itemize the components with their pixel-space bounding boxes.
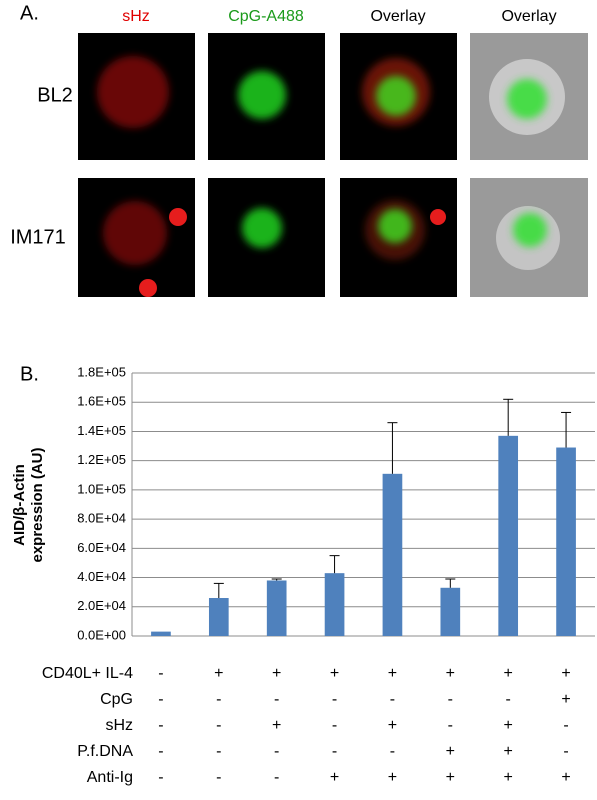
condition-value: - bbox=[274, 769, 279, 786]
condition-value: + bbox=[504, 743, 513, 760]
y-tick-label: 6.0E+04 bbox=[77, 540, 126, 555]
y-axis-title: AID/β-Actin expression (AU) bbox=[11, 447, 46, 562]
image-detail bbox=[378, 209, 412, 243]
condition-value: + bbox=[446, 665, 455, 682]
condition-value: - bbox=[158, 691, 163, 708]
condition-label: P.f.DNA bbox=[77, 743, 133, 760]
condition-value: - bbox=[332, 743, 337, 760]
condition-value: - bbox=[390, 691, 395, 708]
bar bbox=[382, 473, 403, 636]
error-bar bbox=[271, 578, 282, 581]
y-tick-label: 1.0E+05 bbox=[77, 481, 126, 496]
condition-label: CD40L+ IL-4 bbox=[42, 665, 133, 682]
image-detail bbox=[513, 213, 547, 247]
condition-value: - bbox=[448, 717, 453, 734]
condition-value: + bbox=[214, 665, 223, 682]
row-label: IM171 bbox=[10, 226, 66, 248]
condition-value: + bbox=[388, 717, 397, 734]
y-axis-title-line: expression (AU) bbox=[29, 447, 46, 562]
condition-value: - bbox=[563, 717, 568, 734]
error-bar bbox=[445, 578, 456, 588]
condition-value: - bbox=[158, 769, 163, 786]
condition-value: - bbox=[158, 743, 163, 760]
panel-label: A. bbox=[20, 2, 39, 24]
bar bbox=[266, 580, 287, 636]
condition-value: - bbox=[332, 691, 337, 708]
image-detail bbox=[507, 79, 547, 119]
y-tick-label: 0.0E+00 bbox=[77, 627, 126, 642]
error-bar bbox=[503, 398, 514, 436]
condition-label: sHz bbox=[105, 717, 133, 734]
condition-value: + bbox=[504, 665, 513, 682]
condition-value: - bbox=[216, 769, 221, 786]
image-detail bbox=[169, 208, 187, 226]
image-detail bbox=[376, 76, 416, 116]
bar bbox=[440, 587, 461, 636]
error-bar bbox=[561, 411, 572, 448]
micrographs bbox=[78, 33, 588, 297]
condition-value: - bbox=[332, 717, 337, 734]
image-detail bbox=[242, 208, 282, 248]
condition-value: - bbox=[158, 665, 163, 682]
y-tick-label: 2.0E+04 bbox=[77, 598, 126, 613]
condition-value: - bbox=[216, 743, 221, 760]
condition-value: + bbox=[330, 769, 339, 786]
image-detail bbox=[103, 201, 167, 265]
y-axis-title-line: AID/β-Actin bbox=[11, 464, 28, 546]
condition-value: + bbox=[388, 769, 397, 786]
condition-value: - bbox=[563, 743, 568, 760]
column-header: CpG-A488 bbox=[228, 8, 304, 25]
condition-value: - bbox=[390, 743, 395, 760]
condition-value: - bbox=[216, 717, 221, 734]
condition-value: + bbox=[561, 769, 570, 786]
condition-value: + bbox=[504, 769, 513, 786]
condition-value: + bbox=[388, 665, 397, 682]
error-bar bbox=[329, 555, 340, 574]
condition-value: - bbox=[274, 691, 279, 708]
y-tick-label: 1.6E+05 bbox=[77, 394, 126, 409]
condition-value: - bbox=[506, 691, 511, 708]
condition-value: + bbox=[561, 665, 570, 682]
y-tick-label: 1.2E+05 bbox=[77, 452, 126, 467]
condition-value: - bbox=[274, 743, 279, 760]
condition-value: + bbox=[330, 665, 339, 682]
condition-value: + bbox=[504, 717, 513, 734]
y-tick-label: 4.0E+04 bbox=[77, 569, 126, 584]
condition-value: + bbox=[561, 691, 570, 708]
condition-value: - bbox=[448, 691, 453, 708]
y-tick-label: 8.0E+04 bbox=[77, 511, 126, 526]
condition-label: CpG bbox=[100, 691, 133, 708]
bar bbox=[151, 631, 171, 636]
y-tick-label: 1.4E+05 bbox=[77, 423, 126, 438]
column-header: sHz bbox=[122, 8, 150, 25]
error-bar bbox=[387, 422, 398, 474]
bar bbox=[208, 598, 229, 636]
column-header: Overlay bbox=[501, 8, 556, 25]
condition-value: + bbox=[446, 769, 455, 786]
panel-label: B. bbox=[20, 363, 39, 385]
condition-value: + bbox=[272, 665, 281, 682]
column-header: Overlay bbox=[370, 8, 425, 25]
condition-value: - bbox=[158, 717, 163, 734]
condition-value: + bbox=[272, 717, 281, 734]
bar bbox=[324, 573, 345, 636]
bar bbox=[498, 435, 519, 636]
error-bar bbox=[213, 582, 224, 599]
row-label: BL2 bbox=[37, 84, 73, 106]
image-detail bbox=[97, 56, 169, 128]
condition-value: + bbox=[446, 743, 455, 760]
image-detail bbox=[430, 209, 446, 225]
image-detail bbox=[139, 279, 157, 297]
condition-value: - bbox=[216, 691, 221, 708]
y-tick-label: 1.8E+05 bbox=[77, 364, 126, 379]
bar bbox=[556, 447, 576, 636]
condition-label: Anti-Ig bbox=[87, 769, 133, 786]
image-detail bbox=[238, 71, 286, 119]
